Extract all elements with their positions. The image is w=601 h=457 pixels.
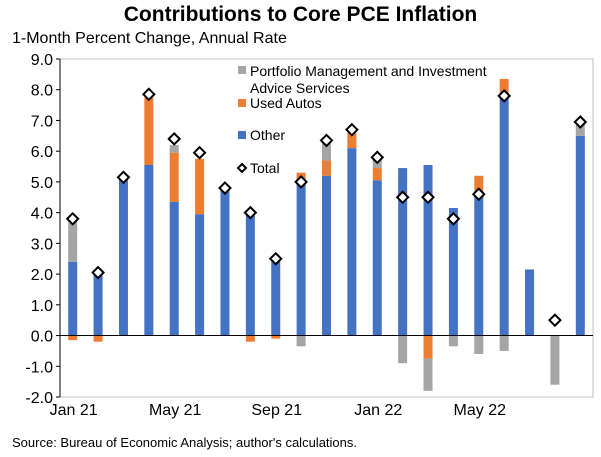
bar-segment-other <box>575 135 585 336</box>
total-marker <box>192 145 207 160</box>
x-tick-label: Jan 21 <box>50 402 98 419</box>
legend-swatch-used-autos <box>238 99 246 107</box>
total-marker <box>395 190 410 205</box>
total-marker <box>116 170 131 185</box>
y-tick-label: -1.0 <box>25 359 53 376</box>
bar-segment-other <box>68 261 78 336</box>
total-marker <box>344 122 359 137</box>
y-axis: -2.0 -1.0 0.0 1.0 2.0 3.0 4.0 5.0 6.0 7.0 8.0 9.0 <box>25 52 61 407</box>
y-tick-label: 1.0 <box>31 298 53 315</box>
bar-segment-used <box>68 335 78 341</box>
bar-segment-used <box>423 335 433 359</box>
legend: Portfolio Management and Investment Advi… <box>236 63 487 176</box>
bar-segment-portfolio <box>499 335 509 351</box>
bar-segment-used <box>322 160 331 176</box>
x-tick-label: May 22 <box>454 402 507 419</box>
bar-segment-other <box>169 201 179 336</box>
bar-segment-other <box>398 168 408 336</box>
y-tick-label: 0.0 <box>31 329 53 346</box>
bar-segment-portfolio <box>550 335 560 385</box>
bar-segment-other <box>322 175 331 336</box>
bar-segment-other <box>144 165 154 336</box>
legend-swatch-other <box>238 131 246 139</box>
y-tick-label: -2.0 <box>25 390 53 407</box>
y-tick-label: 5.0 <box>31 175 53 192</box>
x-tick-label: Sep 21 <box>251 402 302 419</box>
y-tick-label: 2.0 <box>31 267 53 284</box>
y-tick-label: 7.0 <box>31 113 53 130</box>
bar-segment-other <box>296 183 306 336</box>
bar-segment-portfolio <box>322 137 331 161</box>
bar-segment-other <box>423 165 433 336</box>
bar-segment-used <box>372 168 382 181</box>
legend-label-portfolio-line1: Portfolio Management and Investment <box>250 63 487 79</box>
bar-segment-used <box>93 335 103 342</box>
chart-source-note: Source: Bureau of Economic Analysis; aut… <box>12 435 357 450</box>
bar-segment-portfolio <box>474 335 484 354</box>
total-marker <box>243 205 258 220</box>
legend-swatch-portfolio <box>238 66 246 74</box>
total-marker <box>446 211 461 226</box>
bar-segment-other <box>474 192 484 336</box>
total-marker <box>548 313 562 328</box>
bar-segment-other <box>525 269 535 336</box>
legend-label-other: Other <box>250 127 285 143</box>
total-marker <box>573 115 588 129</box>
total-marker <box>268 251 283 266</box>
y-tick-label: 3.0 <box>31 236 53 253</box>
total-marker <box>218 181 232 195</box>
total-marker <box>91 265 105 280</box>
total-marker <box>471 187 486 202</box>
total-marker <box>497 88 512 103</box>
total-marker <box>167 131 182 146</box>
chart-title: Contributions to Core PCE Inflation <box>123 3 478 26</box>
total-marker <box>141 87 156 102</box>
bar-segment-other <box>372 180 382 336</box>
bar-segment-used <box>271 335 281 339</box>
bar-segment-used <box>245 335 255 342</box>
bar-segment-other <box>271 258 281 336</box>
bar-segment-other <box>195 214 205 336</box>
bar-segment-portfolio <box>169 145 179 153</box>
bar-segment-used <box>499 78 509 95</box>
bar-segment-other <box>220 188 230 336</box>
bar-segment-other <box>347 148 357 336</box>
total-marker <box>421 190 435 205</box>
bar-segment-other <box>118 177 128 336</box>
bar-segment-used <box>474 175 484 193</box>
total-marker <box>319 133 334 148</box>
total-markers <box>65 87 588 328</box>
bar-segment-portfolio <box>296 335 306 347</box>
bar-segment-portfolio <box>68 217 78 262</box>
bar-segment-portfolio <box>398 335 408 364</box>
chart-subtitle: 1-Month Percent Change, Annual Rate <box>12 30 287 47</box>
bar-segment-other <box>499 94 509 336</box>
bar-segment-used <box>169 152 179 202</box>
legend-label-used-autos: Used Autos <box>250 95 322 111</box>
bar-stack-group <box>68 78 585 391</box>
total-marker <box>294 174 309 189</box>
bar-segment-other <box>245 212 255 336</box>
x-tick-label: May 21 <box>149 402 202 419</box>
legend-label-portfolio-line2: Advice Services <box>250 80 350 96</box>
y-tick-label: 6.0 <box>31 144 53 161</box>
bar-segment-other <box>93 274 103 336</box>
bar-segment-other <box>448 208 458 336</box>
total-marker <box>65 211 80 226</box>
total-marker <box>370 150 385 165</box>
bar-segment-portfolio <box>575 123 585 136</box>
x-axis: Jan 21 May 21 Sep 21 Jan 22 May 22 <box>50 402 506 419</box>
bar-segment-used <box>347 132 357 149</box>
y-tick-label: 9.0 <box>31 52 53 69</box>
bar-segment-portfolio <box>423 358 433 391</box>
y-tick-label: 8.0 <box>31 83 53 100</box>
bar-segment-used <box>144 97 154 166</box>
bar-segment-portfolio <box>448 335 458 347</box>
legend-label-total: Total <box>250 160 280 176</box>
x-tick-label: Jan 22 <box>354 402 402 419</box>
y-tick-label: 4.0 <box>31 206 53 223</box>
legend-marker-total <box>236 162 248 174</box>
bar-segment-used <box>195 158 205 215</box>
